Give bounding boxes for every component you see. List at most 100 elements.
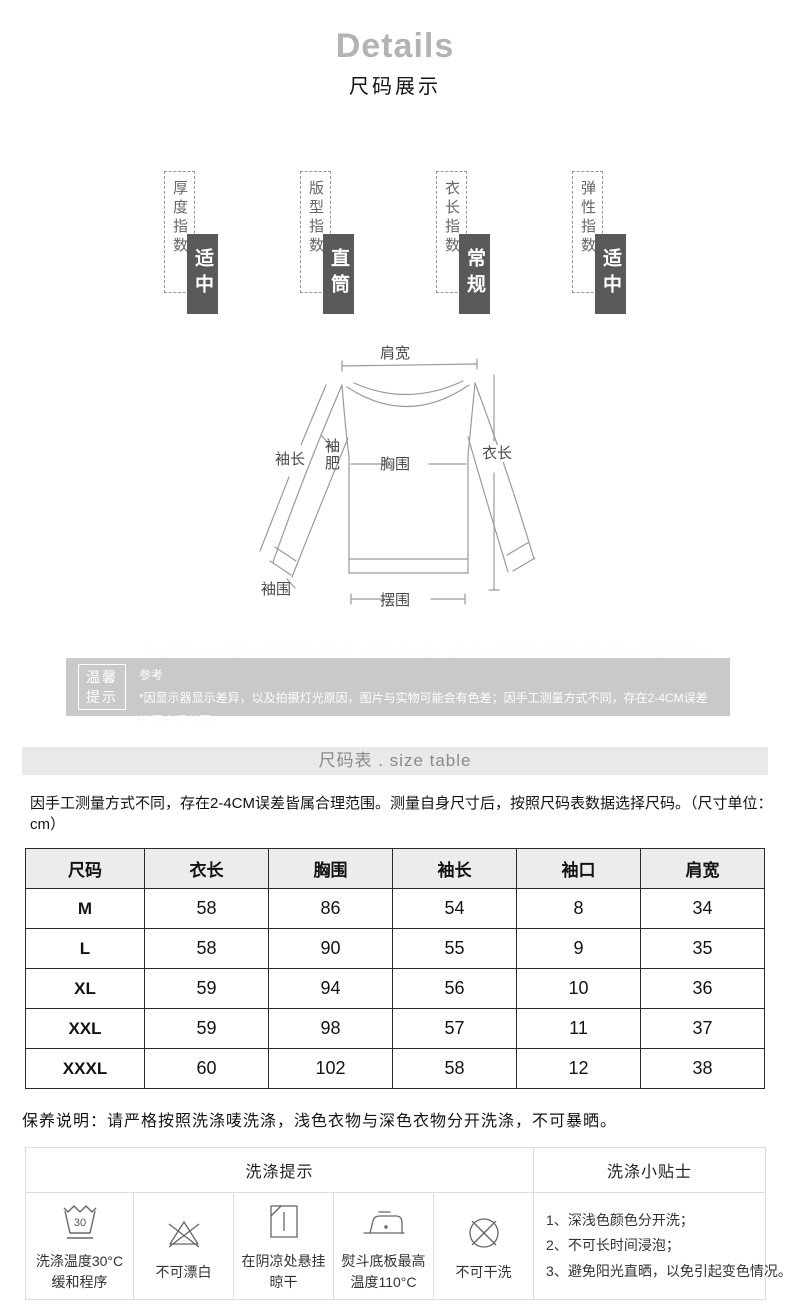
cell-size: XXL <box>25 1008 145 1049</box>
indicator-value: 直筒 <box>328 248 349 300</box>
column-header-cuff: 袖口 <box>516 848 641 889</box>
indicator-fit: 版型指数 直筒 <box>300 171 354 314</box>
indicator-label: 厚度指数 <box>171 180 188 256</box>
column-header-bust: 胸围 <box>268 848 393 889</box>
cell-shoulder: 36 <box>640 968 765 1009</box>
cell-size: XXXL <box>25 1048 145 1089</box>
notice-text: *尺寸单位:CM,请对照示意图的测试方法，测量自身身材尺寸之后，按照尺码表数据选… <box>139 640 718 734</box>
cell-length: 60 <box>144 1048 269 1089</box>
indicator-thickness: 厚度指数 适中 <box>164 171 218 314</box>
label-sleeve-width: 袖肥 <box>325 438 341 472</box>
wash-item-temperature: 30 洗涤温度30°C 缓和程序 <box>25 1192 134 1300</box>
notice-badge-line2: 提示 <box>86 689 118 705</box>
cell-bust: 98 <box>268 1008 393 1049</box>
washing-table-header-row: 洗涤提示 洗涤小贴士 <box>24 1147 767 1193</box>
notice-line-2: *因显示器显示差异，以及拍摄灯光原因，图片与实物可能会有色差；因手工测量方式不同… <box>139 691 708 729</box>
indicator-length: 衣长指数 常规 <box>436 171 490 314</box>
page-title: Details <box>335 27 455 65</box>
cell-sleeve: 54 <box>392 888 517 929</box>
notice-badge-line1: 温馨 <box>86 668 118 685</box>
indicator-value: 常规 <box>464 248 485 300</box>
washing-hints-cell: 1、深浅色颜色分开洗； 2、不可长时间浸泡； 3、避免阳光直晒，以免引起变色情况… <box>533 1192 790 1300</box>
cell-cuff: 8 <box>516 888 641 929</box>
indicator-value: 适中 <box>600 248 621 300</box>
table-row-l: L 58 90 55 9 35 <box>25 928 765 969</box>
size-table: 尺码 衣长 胸围 袖长 袖口 肩宽 M 58 86 54 8 34 L 58 9… <box>25 848 765 1089</box>
garment-line-art-icon <box>259 358 536 605</box>
cell-cuff: 12 <box>516 1048 641 1089</box>
wash-item-shade-dry: 在阴凉处悬挂 晾干 <box>233 1192 334 1300</box>
column-header-sleeve: 袖长 <box>392 848 517 889</box>
label-cuff: 袖围 <box>261 581 292 598</box>
cell-shoulder: 34 <box>640 888 765 929</box>
wash-item-label: 洗涤温度30°C 缓和程序 <box>35 1253 124 1290</box>
label-garment-length: 衣长 <box>482 445 513 462</box>
washing-hints-header: 洗涤小贴士 <box>533 1147 767 1193</box>
table-row-xxxl: XXXL 60 102 58 12 38 <box>25 1048 765 1089</box>
wash-temp-value: 30 <box>73 1217 85 1229</box>
cell-sleeve: 56 <box>392 968 517 1009</box>
label-bust: 胸围 <box>379 456 410 473</box>
indicator-value: 适中 <box>192 248 213 300</box>
cell-shoulder: 37 <box>640 1008 765 1049</box>
cell-bust: 94 <box>268 968 393 1009</box>
cell-shoulder: 38 <box>640 1048 765 1089</box>
indicator-value-box: 适中 <box>595 234 626 314</box>
table-row-m: M 58 86 54 8 34 <box>25 888 765 929</box>
cell-sleeve: 55 <box>392 928 517 969</box>
cell-cuff: 9 <box>516 928 641 969</box>
column-header-shoulder: 肩宽 <box>640 848 765 889</box>
shade-hang-dry-icon <box>269 1205 298 1238</box>
washing-hint-2: 2、不可长时间浸泡； <box>546 1237 680 1254</box>
no-dry-clean-icon <box>468 1217 499 1248</box>
wash-temp-30-icon: 30 <box>63 1205 96 1239</box>
size-table-header-row: 尺码 衣长 胸围 袖长 袖口 肩宽 <box>25 848 765 889</box>
cell-bust: 102 <box>268 1048 393 1089</box>
cell-cuff: 10 <box>516 968 641 1009</box>
label-hem: 摆围 <box>379 592 410 609</box>
feature-indicators: 厚度指数 适中 版型指数 直筒 衣长指数 常规 弹性指数 适中 <box>0 171 790 314</box>
indicator-value-box: 常规 <box>459 234 490 314</box>
wash-item-label: 熨斗底板最高 温度110°C <box>341 1253 426 1290</box>
no-bleach-icon <box>168 1220 199 1248</box>
washing-table: 洗涤提示 洗涤小贴士 30 洗涤温度30°C <box>24 1147 790 1300</box>
wash-item-label: 在阴凉处悬挂 晾干 <box>241 1253 326 1290</box>
garment-measurement-diagram: 肩宽 袖长 袖肥 胸围 衣长 袖围 摆围 <box>245 341 545 631</box>
cell-sleeve: 57 <box>392 1008 517 1049</box>
notice-box: 温馨 提示 *尺寸单位:CM,请对照示意图的测试方法，测量自身身材尺寸之后，按照… <box>66 644 730 728</box>
cell-size: XL <box>25 968 145 1009</box>
cell-bust: 90 <box>268 928 393 969</box>
indicator-label-box: 弹性指数 <box>572 171 603 293</box>
notice-badge: 温馨 提示 <box>78 663 126 711</box>
size-table-banner: 尺码表 . size table <box>22 747 768 775</box>
notice-line-1: *尺寸单位:CM,请对照示意图的测试方法，测量自身身材尺寸之后，按照尺码表数据选… <box>139 644 710 682</box>
wash-item-label: 不可漂白 <box>155 1263 212 1280</box>
cell-length: 58 <box>144 888 269 929</box>
page-header: Details 尺码展示 <box>0 0 790 99</box>
table-row-xl: XL 59 94 56 10 36 <box>25 968 765 1009</box>
indicator-value-box: 直筒 <box>323 234 354 314</box>
cell-length: 58 <box>144 928 269 969</box>
wash-item-no-bleach: 不可漂白 <box>133 1192 234 1300</box>
cell-cuff: 11 <box>516 1008 641 1049</box>
label-sleeve-length: 袖长 <box>275 451 306 468</box>
indicator-label: 版型指数 <box>307 180 324 256</box>
indicator-label: 衣长指数 <box>443 180 460 256</box>
indicator-label-box: 厚度指数 <box>164 171 195 293</box>
indicator-elasticity: 弹性指数 适中 <box>572 171 626 314</box>
indicator-label: 弹性指数 <box>579 180 596 256</box>
column-header-size: 尺码 <box>25 848 145 889</box>
cell-length: 59 <box>144 1008 269 1049</box>
column-header-length: 衣长 <box>144 848 269 889</box>
cell-shoulder: 35 <box>640 928 765 969</box>
care-instructions-note: 保养说明：请严格按照洗涤唛洗涤，浅色衣物与深色衣物分开洗涤，不可暴晒。 <box>22 1113 618 1130</box>
page-subtitle: 尺码展示 <box>349 76 441 98</box>
wash-item-no-dry-clean: 不可干洗 <box>432 1192 535 1300</box>
wash-item-iron: 熨斗底板最高 温度110°C <box>333 1192 434 1300</box>
cell-size: L <box>25 928 145 969</box>
table-row-xxl: XXL 59 98 57 11 37 <box>25 1008 765 1049</box>
indicator-value-box: 适中 <box>187 234 218 314</box>
cell-length: 59 <box>144 968 269 1009</box>
washing-table-body-row: 30 洗涤温度30°C 缓和程序 <box>25 1192 790 1300</box>
washing-hint-1: 1、深浅色颜色分开洗； <box>546 1212 694 1229</box>
